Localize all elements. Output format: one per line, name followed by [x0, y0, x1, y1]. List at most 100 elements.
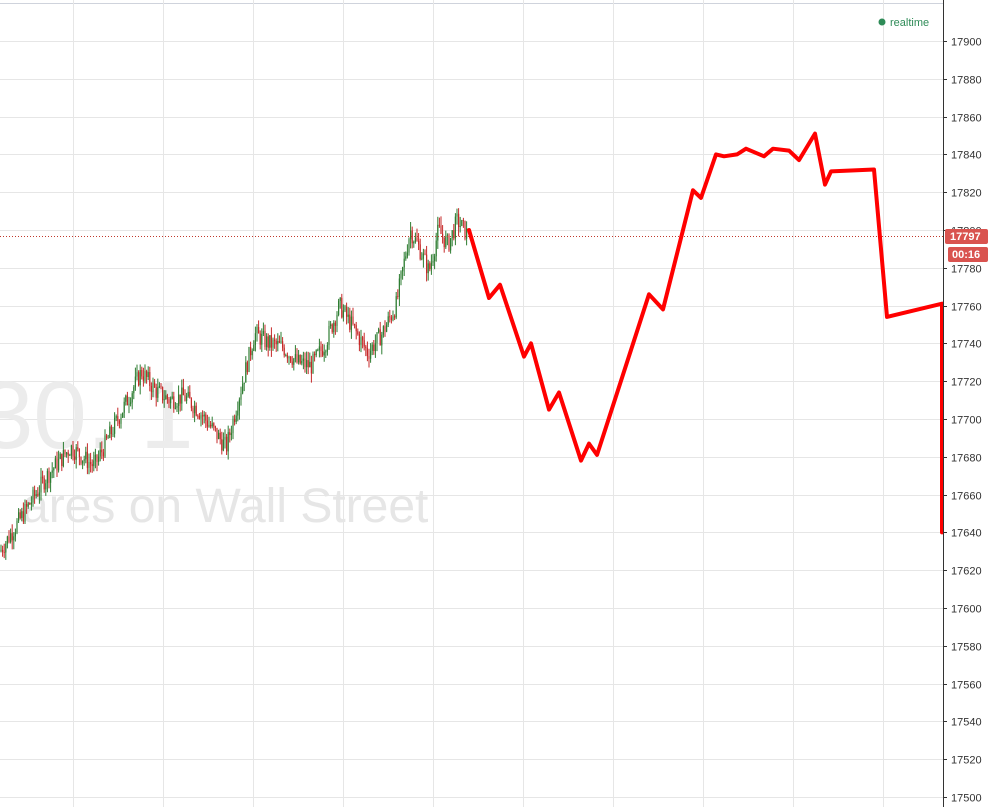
- candle-body: [197, 415, 199, 417]
- candle-body: [285, 355, 287, 356]
- candle-body: [106, 435, 108, 439]
- candle-body: [195, 405, 197, 416]
- candle-body: [403, 258, 405, 268]
- candle-body: [304, 358, 306, 368]
- candle-body: [418, 240, 420, 245]
- candle-body: [0, 549, 2, 552]
- candle-body: [13, 536, 15, 541]
- price-badge-value-box: [945, 229, 988, 244]
- candle-body: [395, 296, 397, 318]
- candle-body: [192, 408, 194, 414]
- candle-body: [61, 453, 63, 466]
- candle-body: [456, 213, 458, 217]
- candle-body: [310, 361, 312, 374]
- candle-body: [144, 371, 146, 381]
- candle-body: [234, 418, 236, 422]
- candle-body: [448, 235, 450, 251]
- price-tick-label: 17720: [951, 377, 982, 389]
- price-tick-label: 17540: [951, 717, 982, 729]
- candle-body: [5, 543, 7, 553]
- price-tick-label: 17500: [951, 793, 982, 805]
- candle-body: [376, 332, 378, 344]
- candle-body: [88, 462, 90, 468]
- candle-body: [189, 391, 191, 399]
- candle-body: [117, 416, 119, 421]
- candle-body: [330, 324, 332, 327]
- candle-body: [74, 456, 76, 460]
- candle-body: [341, 297, 343, 318]
- candle-body: [347, 314, 349, 317]
- candle-body: [277, 341, 279, 345]
- status-dot-icon: [878, 18, 886, 26]
- candle-body: [158, 386, 160, 388]
- price-badge-countdown: 00:16: [952, 249, 980, 261]
- candle-body: [128, 403, 130, 406]
- status-label: realtime: [890, 17, 929, 29]
- candle-body: [424, 253, 426, 255]
- price-tick-label: 17860: [951, 113, 982, 125]
- candle-body: [122, 412, 124, 418]
- candle-body: [379, 329, 381, 346]
- grid: [0, 0, 943, 807]
- candle-body: [318, 346, 320, 350]
- candle-body: [198, 416, 200, 419]
- candle-body: [374, 343, 376, 351]
- candle-body: [291, 361, 293, 365]
- candle-body: [432, 261, 434, 263]
- candle-body: [138, 372, 140, 386]
- candle-body: [322, 350, 324, 356]
- candle-body: [85, 451, 87, 460]
- candle-body: [219, 432, 221, 440]
- candle-body: [157, 387, 159, 398]
- candle-body: [430, 262, 432, 270]
- candle-body: [213, 423, 215, 427]
- candle-body: [410, 230, 412, 240]
- candle-body: [331, 324, 333, 333]
- candle-body: [414, 237, 416, 242]
- candle-body: [163, 399, 165, 401]
- candle-body: [174, 407, 176, 409]
- candle-body: [171, 396, 173, 399]
- candle-body: [315, 350, 317, 356]
- price-axis[interactable]: 17500 17520 17540 17560 17580 17600 17620 17640…: [943, 0, 997, 807]
- candle-body: [110, 426, 112, 435]
- candle-body: [338, 300, 340, 315]
- candle-body: [266, 336, 268, 348]
- candle-body: [226, 436, 228, 452]
- candle-body: [349, 314, 351, 330]
- candle-body: [427, 263, 429, 274]
- candle-body: [178, 394, 180, 406]
- candle-body: [11, 533, 13, 541]
- candle-body: [301, 360, 303, 364]
- forecast-line: [467, 131, 944, 535]
- candle-body: [354, 323, 356, 326]
- candle-body: [37, 494, 39, 496]
- candle-body: [154, 382, 156, 388]
- candle-body: [83, 459, 85, 461]
- price-tick-label: 17780: [951, 264, 982, 276]
- candle-body: [80, 456, 82, 464]
- candle-body: [382, 326, 384, 335]
- candle-body: [125, 395, 127, 402]
- candle-body: [190, 398, 192, 409]
- candle-body: [429, 263, 431, 270]
- candle-body: [218, 432, 220, 439]
- candle-body: [179, 394, 181, 404]
- candle-body: [91, 464, 93, 467]
- candle-body: [358, 334, 360, 346]
- candle-body: [90, 462, 92, 465]
- price-tick-label: 17660: [951, 491, 982, 503]
- candle-body: [123, 401, 125, 413]
- candle-body: [149, 372, 151, 387]
- candle-body: [274, 339, 276, 342]
- candle-body: [325, 351, 327, 353]
- candle-body: [245, 362, 247, 383]
- candle-body: [443, 237, 445, 248]
- candle-body: [419, 244, 421, 260]
- candle-body: [40, 476, 42, 493]
- candle-body: [139, 370, 141, 386]
- candle-body: [408, 239, 410, 253]
- candle-body: [442, 233, 444, 238]
- candle-body: [202, 415, 204, 417]
